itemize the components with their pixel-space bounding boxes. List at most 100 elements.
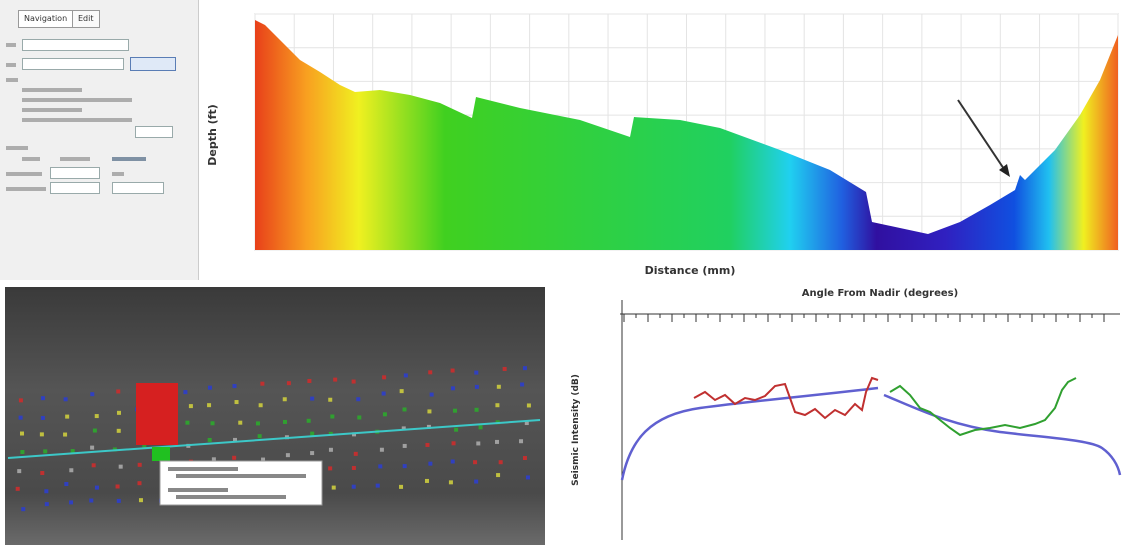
image-dot — [69, 500, 74, 505]
image-dot — [351, 465, 356, 470]
button[interactable] — [130, 57, 176, 71]
image-dot — [159, 460, 164, 465]
image-dot — [474, 407, 479, 412]
depth-profile — [255, 20, 1118, 250]
image-dot — [214, 495, 219, 500]
image-dot — [116, 410, 121, 415]
text-field[interactable] — [50, 182, 100, 194]
image-dot — [238, 420, 243, 425]
image-dot — [65, 414, 70, 419]
image-dot — [381, 391, 386, 396]
dropdown[interactable] — [112, 182, 164, 194]
chart-title: Angle From Nadir (degrees) — [802, 288, 958, 299]
image-dot — [255, 471, 260, 476]
image-dot — [476, 441, 481, 446]
label — [112, 172, 124, 176]
image-dot — [64, 482, 69, 487]
image-dot — [69, 468, 74, 473]
image-dot — [454, 427, 459, 432]
image-dot — [207, 385, 212, 390]
dropdown[interactable] — [22, 39, 129, 51]
image-dot — [328, 431, 333, 436]
image-dot — [401, 426, 406, 431]
selected-cell — [152, 447, 170, 461]
sonar-image — [5, 287, 545, 545]
image-dot — [424, 478, 429, 483]
image-dot — [303, 469, 308, 474]
label — [22, 88, 82, 92]
image-dot — [18, 398, 23, 403]
model-curve — [620, 386, 879, 481]
image-dots — [15, 366, 531, 512]
image-dot — [310, 451, 315, 456]
image-dot — [375, 483, 380, 488]
tooltip-line — [168, 467, 238, 471]
image-dot — [17, 469, 22, 474]
image-dot — [137, 423, 142, 428]
radio[interactable] — [112, 157, 146, 161]
image-dot — [282, 397, 287, 402]
image-dot — [43, 449, 48, 454]
image-dot — [255, 421, 260, 426]
image-dot — [328, 447, 333, 452]
image-dot — [402, 407, 407, 412]
image-dot — [137, 481, 142, 486]
image-dot — [522, 366, 527, 371]
selection-highlight — [136, 383, 178, 445]
image-dot — [212, 477, 217, 482]
image-dot — [478, 425, 483, 430]
tab[interactable]: Edit — [72, 10, 100, 28]
tooltip-line — [176, 474, 306, 478]
red-series — [693, 376, 879, 420]
tooltip-line — [176, 495, 286, 499]
label — [22, 98, 132, 102]
text-field[interactable] — [50, 167, 100, 179]
image-dot — [19, 431, 24, 436]
track-line — [7, 419, 541, 459]
image-dot — [160, 406, 165, 411]
image-dot — [282, 419, 287, 424]
image-dot — [331, 485, 336, 490]
image-dot — [284, 435, 289, 440]
image-dot — [453, 408, 458, 413]
image-dot — [165, 441, 170, 446]
image-dot — [448, 480, 453, 485]
image-dot — [495, 403, 500, 408]
text-field[interactable] — [22, 58, 124, 70]
image-dot — [333, 377, 338, 382]
image-dot — [260, 381, 265, 386]
image-dot — [262, 492, 267, 497]
image-dot — [379, 447, 384, 452]
settings-panel: Navigation Edit — [0, 0, 199, 280]
image-dot — [186, 443, 191, 448]
model-curve — [883, 393, 1122, 476]
image-dot — [40, 471, 45, 476]
chart-background — [200, 0, 1125, 280]
image-dot — [136, 391, 141, 396]
image-dot — [90, 445, 95, 450]
image-dot — [159, 422, 164, 427]
image-dot — [90, 392, 95, 397]
image-dot — [138, 498, 143, 503]
image-dot — [525, 475, 530, 480]
image-dot — [496, 384, 501, 389]
image-dot — [526, 403, 531, 408]
image-dot — [351, 379, 356, 384]
image-dot — [450, 386, 455, 391]
image-dot — [375, 429, 380, 434]
tab[interactable]: Navigation — [18, 10, 74, 28]
image-dot — [498, 460, 503, 465]
image-dot — [188, 497, 193, 502]
text-field[interactable] — [135, 126, 173, 138]
radio[interactable] — [60, 157, 90, 161]
image-dot — [282, 488, 287, 493]
image-dot — [495, 420, 500, 425]
image-dot — [496, 473, 501, 478]
image-dot — [159, 498, 164, 503]
image-dot — [232, 455, 237, 460]
image-dot — [118, 464, 123, 469]
image-dot — [116, 428, 121, 433]
image-dot — [450, 459, 455, 464]
image-dot — [351, 484, 356, 489]
